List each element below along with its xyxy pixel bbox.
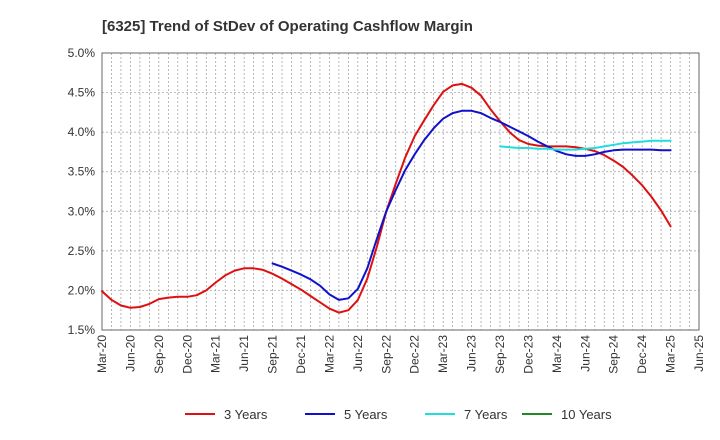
x-tick-label: Dec-23 <box>521 335 535 374</box>
y-tick-label: 1.5% <box>68 323 96 337</box>
legend-label-5-years: 5 Years <box>344 407 388 422</box>
x-tick-label: Jun-24 <box>578 335 592 372</box>
x-tick-label: Dec-22 <box>408 335 422 374</box>
y-tick-label: 4.5% <box>68 86 96 100</box>
y-tick-label: 2.5% <box>68 244 96 258</box>
x-tick-label: Dec-20 <box>180 335 194 374</box>
axes <box>101 52 700 331</box>
series-group <box>101 82 672 314</box>
x-tick-label: Mar-22 <box>322 335 336 373</box>
series-line-7-years <box>499 139 672 151</box>
x-tick-label: Sep-21 <box>266 335 280 374</box>
x-tick-label: Sep-22 <box>379 335 393 374</box>
grid <box>101 52 700 331</box>
x-tick-label: Sep-24 <box>607 335 621 374</box>
y-tick-label: 5.0% <box>68 46 96 60</box>
y-tick-label: 3.5% <box>68 165 96 179</box>
x-axis-ticks: Mar-20 Jun-20 Sep-20 Dec-20 Mar-21 Jun-21 Sep-… <box>95 335 706 374</box>
x-tick-label: Jun-25 <box>692 335 706 372</box>
x-tick-label: Sep-23 <box>493 335 507 374</box>
x-tick-label: Mar-24 <box>550 335 564 373</box>
chart-title: [6325] Trend of StDev of Operating Cashf… <box>102 18 473 35</box>
plot-frame <box>101 52 700 331</box>
x-tick-label: Jun-21 <box>237 335 251 372</box>
y-tick-label: 2.0% <box>68 283 96 297</box>
x-tick-label: Mar-23 <box>436 335 450 373</box>
x-tick-label: Sep-20 <box>152 335 166 374</box>
x-tick-label: Mar-25 <box>664 335 678 373</box>
x-tick-label: Dec-21 <box>294 335 308 374</box>
x-tick-label: Mar-21 <box>209 335 223 373</box>
legend: 3 Years 5 Years 7 Years 10 Years <box>185 407 612 422</box>
series-line-5-years <box>271 109 672 301</box>
legend-label-3-years: 3 Years <box>224 407 268 422</box>
x-tick-label: Mar-20 <box>95 335 109 373</box>
x-tick-label: Dec-24 <box>635 335 649 374</box>
y-tick-label: 3.0% <box>68 204 96 218</box>
legend-label-7-years: 7 Years <box>464 407 508 422</box>
x-tick-label: Jun-20 <box>123 335 137 372</box>
x-tick-label: Jun-22 <box>351 335 365 372</box>
y-axis-ticks: 1.5% 2.0% 2.5% 3.0% 3.5% 4.0% 4.5% 5.0% <box>68 46 96 337</box>
y-tick-label: 4.0% <box>68 125 96 139</box>
x-tick-label: Jun-23 <box>465 335 479 372</box>
legend-label-10-years: 10 Years <box>561 407 612 422</box>
